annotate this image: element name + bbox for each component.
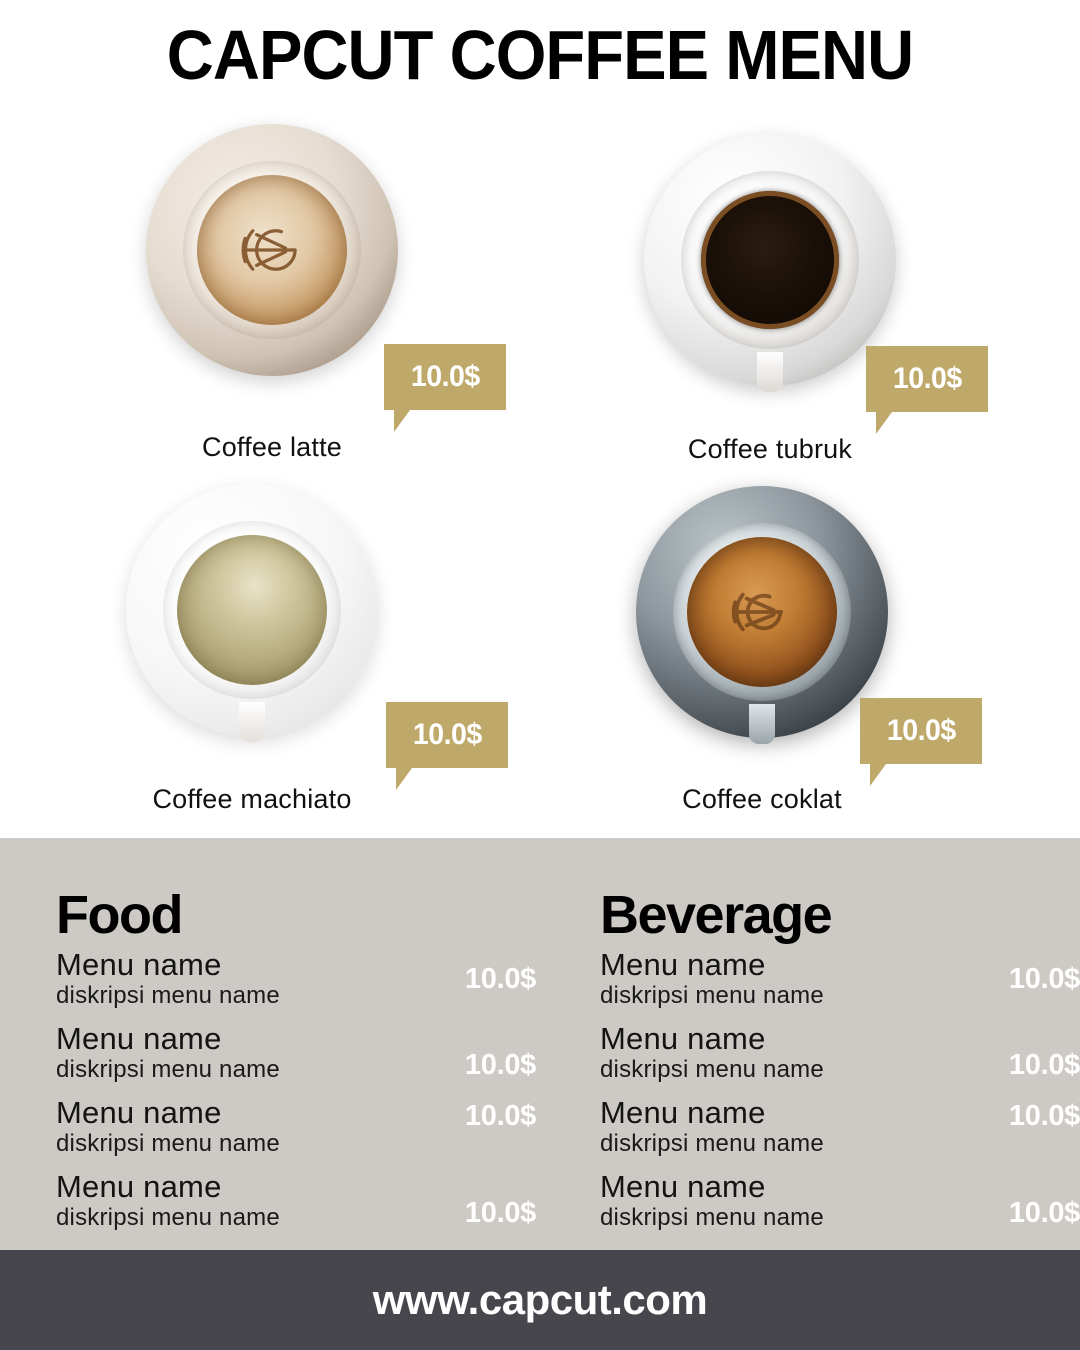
product-card-coffee-tubruk[interactable]: 10.0$ Coffee tubruk <box>560 134 988 474</box>
cup-handle <box>757 352 783 392</box>
menu-item-price: 10.0$ <box>1008 1197 1080 1229</box>
menu-item-price: 10.0$ <box>1008 962 1080 995</box>
badge-tail-icon <box>396 768 412 790</box>
product-card-coffee-latte[interactable]: 10.0$ Coffee latte <box>62 124 506 464</box>
coffee-surface <box>687 537 837 687</box>
badge-tail-icon <box>870 764 886 786</box>
menu-item-text: Menu name diskripsi menu name <box>600 1021 824 1084</box>
menu-item-name: Menu name <box>56 1169 222 1204</box>
menu-item-price: 10.0$ <box>1008 1049 1080 1081</box>
footer-bar: www.capcut.com <box>0 1250 1080 1350</box>
menu-item-row[interactable]: Menu name diskripsi menu name 10.0$ <box>56 1170 536 1232</box>
menu-item-text: Menu name diskripsi menu name <box>56 947 280 1010</box>
menu-item-text: Menu name diskripsi menu name <box>56 1169 280 1232</box>
menu-item-description: diskripsi menu name <box>56 982 280 1009</box>
menu-item-text: Menu name diskripsi menu name <box>56 1021 280 1084</box>
menu-item-name: Menu name <box>600 1095 766 1130</box>
badge-tail-icon <box>394 410 410 432</box>
menu-item-description: diskripsi menu name <box>600 982 824 1009</box>
menu-item-price: 10.0$ <box>464 1049 536 1081</box>
product-name: Coffee machiato <box>152 784 352 814</box>
menu-item-description: diskripsi menu name <box>56 1056 280 1083</box>
coffee-cup-coklat-image <box>636 486 888 744</box>
menu-item-row[interactable]: Menu name diskripsi menu name 10.0$ <box>600 1170 1080 1232</box>
menu-item-row[interactable]: Menu name diskripsi menu name 10.0$ <box>56 1022 536 1084</box>
menu-item-description: diskripsi menu name <box>56 1204 280 1231</box>
price-badge: 10.0$ <box>860 698 982 786</box>
menu-item-text: Menu name diskripsi menu name <box>600 1169 824 1232</box>
menu-column-food: Food Menu name diskripsi menu name 10.0$… <box>56 886 536 1244</box>
column-heading: Food <box>56 885 183 945</box>
product-name: Coffee tubruk <box>687 434 853 464</box>
column-heading: Beverage <box>600 885 833 945</box>
menu-item-name: Menu name <box>600 1021 766 1056</box>
page-title: CAPCUT COFFEE MENU <box>166 16 914 94</box>
menu-item-row[interactable]: Menu name diskripsi menu name 10.0$ <box>56 948 536 1010</box>
coffee-cup-machiato-image <box>126 484 378 742</box>
menu-item-row[interactable]: Menu name diskripsi menu name 10.0$ <box>56 1096 536 1158</box>
menu-item-price: 10.0$ <box>464 1100 536 1132</box>
product-name: Coffee coklat <box>682 784 842 814</box>
menu-item-text: Menu name diskripsi menu name <box>600 1095 824 1158</box>
badge-tail-icon <box>876 412 892 434</box>
price-badge: 10.0$ <box>866 346 988 434</box>
coffee-surface <box>197 175 347 325</box>
menu-item-text: Menu name diskripsi menu name <box>56 1095 280 1158</box>
menu-item-text: Menu name diskripsi menu name <box>600 947 824 1010</box>
product-grid: 10.0$ Coffee latte 10.0$ Coffee tubruk <box>0 124 1080 838</box>
menu-item-description: diskripsi menu name <box>56 1130 280 1157</box>
coffee-cup-tubruk-image <box>644 134 896 392</box>
cup-handle <box>239 702 265 742</box>
product-card-coffee-coklat[interactable]: 10.0$ Coffee coklat <box>552 486 982 826</box>
price-badge: 10.0$ <box>384 344 506 432</box>
product-card-coffee-machiato[interactable]: 10.0$ Coffee machiato <box>42 484 508 824</box>
menu-item-row[interactable]: Menu name diskripsi menu name 10.0$ <box>600 948 1080 1010</box>
menu-column-beverage: Beverage Menu name diskripsi menu name 1… <box>600 886 1080 1244</box>
menu-item-name: Menu name <box>600 947 766 982</box>
coffee-cup-latte-image <box>146 124 398 376</box>
website-url[interactable]: www.capcut.com <box>372 1276 708 1323</box>
menu-item-name: Menu name <box>56 1095 222 1130</box>
menu-item-description: diskripsi menu name <box>600 1204 824 1231</box>
menu-item-price: 10.0$ <box>1008 1100 1080 1132</box>
menu-item-price: 10.0$ <box>464 962 536 995</box>
coffee-surface <box>701 191 839 329</box>
menu-item-price: 10.0$ <box>464 1197 536 1229</box>
cup-handle <box>259 342 285 382</box>
latte-art-icon <box>241 229 297 271</box>
menu-item-name: Menu name <box>56 1021 222 1056</box>
menu-item-row[interactable]: Menu name diskripsi menu name 10.0$ <box>600 1022 1080 1084</box>
menu-item-row[interactable]: Menu name diskripsi menu name 10.0$ <box>600 1096 1080 1158</box>
menu-item-name: Menu name <box>600 1169 766 1204</box>
menu-item-description: diskripsi menu name <box>600 1056 824 1083</box>
cup-handle <box>749 704 775 744</box>
menu-item-name: Menu name <box>56 947 222 982</box>
price-badge: 10.0$ <box>386 702 508 790</box>
menu-panel: Food Menu name diskripsi menu name 10.0$… <box>0 838 1080 1250</box>
cocoa-art-icon <box>731 592 784 632</box>
product-name: Coffee latte <box>202 432 342 462</box>
menu-item-description: diskripsi menu name <box>600 1130 824 1157</box>
coffee-surface <box>177 535 327 685</box>
